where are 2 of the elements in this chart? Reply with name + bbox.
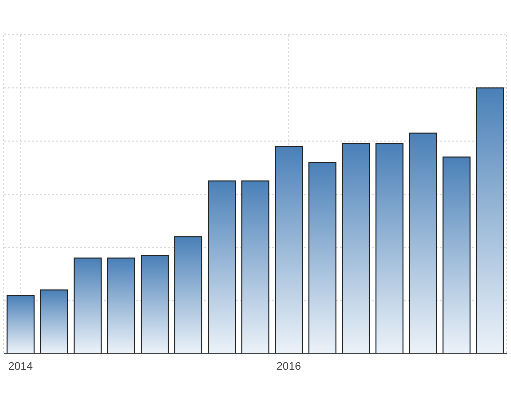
x-tick-label: 2016 <box>276 360 302 373</box>
x-tick-label: 2014 <box>8 360 34 373</box>
